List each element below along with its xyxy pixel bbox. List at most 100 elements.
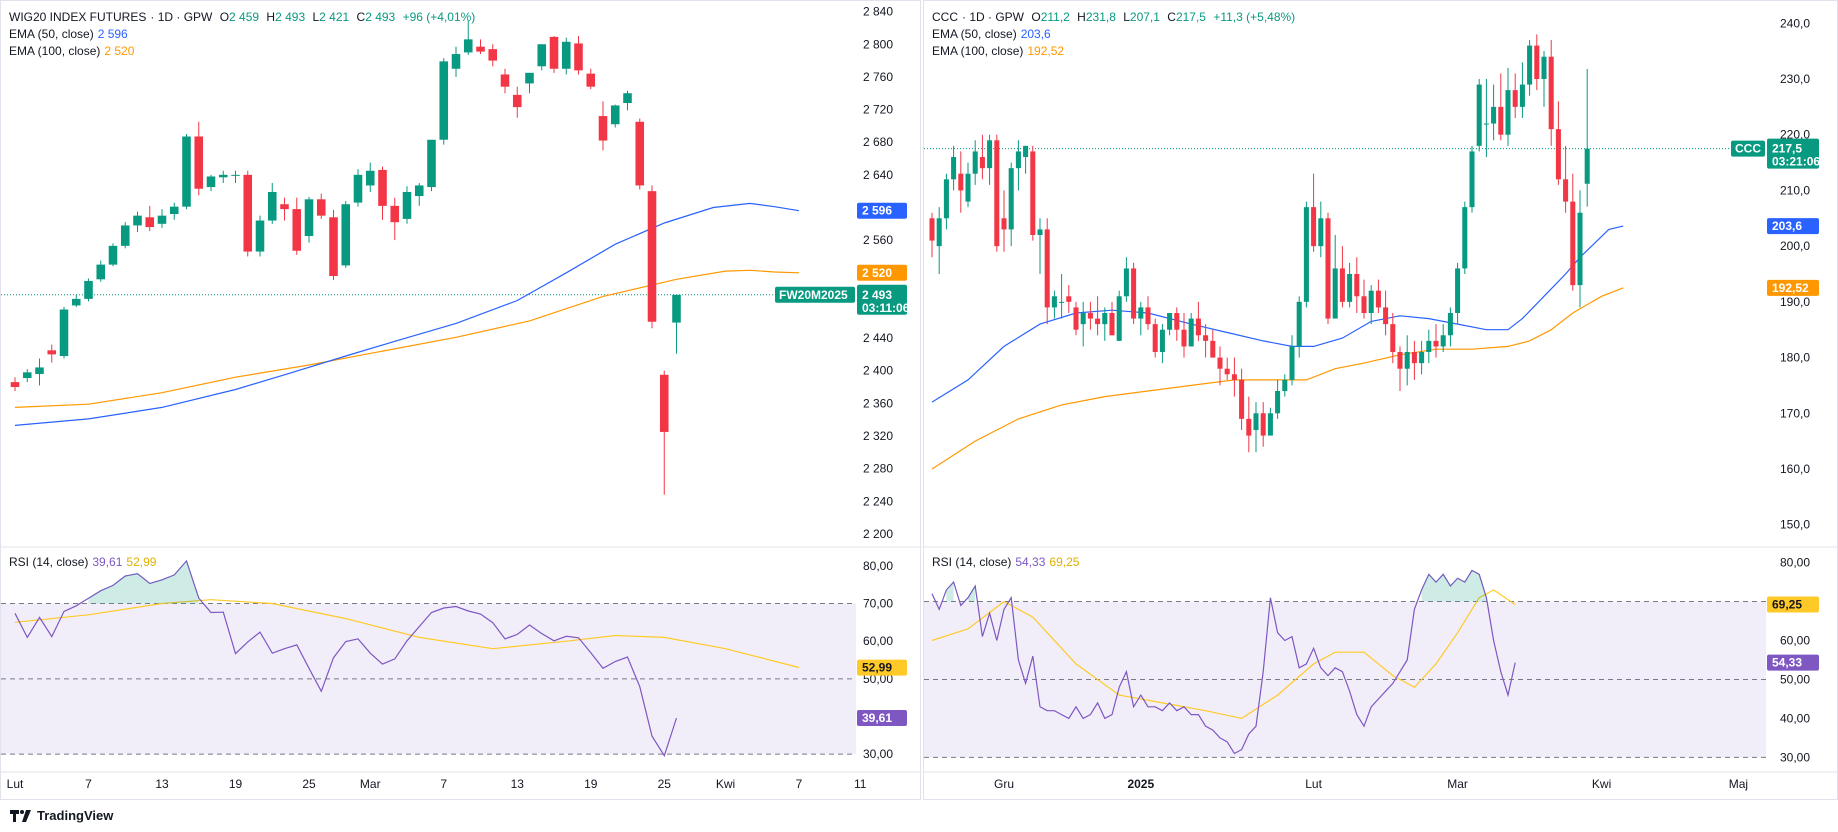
ccc-candle-body	[1289, 346, 1295, 380]
ccc-candle-body	[1447, 313, 1453, 336]
wig20-candle-body	[561, 41, 571, 69]
ccc-candle-body	[1195, 318, 1201, 336]
ccc-candle-body	[1296, 301, 1302, 347]
ccc-candle-body	[1167, 313, 1173, 330]
wig20-candle-body	[512, 94, 522, 108]
ccc-rsi-tick: 50,00	[1780, 672, 1810, 686]
wig20-candle-body	[353, 174, 363, 203]
ccc-candle-body	[1555, 129, 1561, 180]
wig20-time-tick: 19	[229, 777, 243, 791]
wig20-rsi-legend[interactable]: RSI (14, close) 39,61 52,99	[9, 554, 160, 571]
ccc-rsi-legend[interactable]: RSI (14, close) 54,33 69,25	[932, 554, 1083, 571]
ccc-candle-body	[1563, 179, 1569, 202]
ccc-candle-body	[1267, 413, 1273, 436]
ccc-ema50-legend[interactable]: EMA (50, close) 203,6	[932, 26, 1055, 43]
ccc-candle-body	[1455, 268, 1461, 313]
ccc-ema100-label: EMA (100, close)	[932, 44, 1024, 58]
wig20-candle-body	[71, 298, 81, 306]
ccc-open-value: 211,2	[1040, 10, 1070, 24]
ccc-time-tick: Gru	[994, 777, 1014, 791]
ccc-candle-body	[1080, 313, 1086, 325]
wig20-price-tick: 2 840	[863, 5, 893, 19]
ccc-low-value: 207,1	[1129, 10, 1160, 24]
ccc-candle-body	[1188, 318, 1194, 347]
ccc-rsi-tag: 54,33	[1772, 656, 1802, 670]
ccc-rsi-tick: 80,00	[1780, 556, 1810, 570]
wig20-candle-body	[476, 46, 485, 52]
wig20-price-tick: 2 720	[863, 103, 893, 117]
wig20-ema50-legend[interactable]: EMA (50, close) 2 596	[9, 26, 132, 43]
wig20-close-label: C	[356, 10, 366, 24]
ccc-candle-body	[1332, 268, 1338, 319]
wig20-last-price-tag-bg	[857, 284, 907, 315]
chart-panel-ccc[interactable]: 240,0 230,0 220,0 210,0 200,0 190,0 180,0 170,0…	[923, 0, 1838, 800]
ccc-ema100-legend[interactable]: EMA (100, close) 192,52	[932, 43, 1068, 60]
ccc-candle-body	[1325, 218, 1331, 319]
wig20-candle-body	[672, 294, 681, 323]
wig20-candle-body	[194, 136, 204, 189]
ccc-candle-body	[1159, 329, 1165, 352]
wig20-legend-main: WIG20 INDEX FUTURES · 1D · GPW O2 459 H2 …	[9, 9, 479, 26]
ccc-candle-body	[1145, 307, 1151, 325]
ccc-candle-body	[1361, 296, 1367, 313]
ccc-high-value: 231,8	[1085, 10, 1116, 24]
wig20-ema100-label: EMA (100, close)	[9, 44, 101, 58]
ccc-ema50-tag: 203,6	[1772, 219, 1802, 233]
ccc-symbol-tag: CCC	[1735, 142, 1761, 156]
wig20-high-label: H	[266, 10, 276, 24]
wig20-time-tick: 7	[440, 777, 447, 791]
ccc-time-tick: Mar	[1447, 777, 1468, 791]
ccc-countdown-tag: 03:21:06	[1772, 155, 1820, 169]
wig20-open-label: O	[219, 10, 230, 24]
wig20-ema50-line	[14, 202, 800, 426]
ccc-candle-body	[1138, 307, 1144, 319]
ccc-ema100-tag: 192,52	[1772, 281, 1809, 295]
ccc-candle-body	[1483, 123, 1489, 125]
ccc-candle-body	[1541, 56, 1547, 79]
wig20-candle-body	[598, 116, 608, 141]
wig20-rsi-tick: 60,00	[863, 634, 893, 648]
wig20-ema100-tag: 2 520	[862, 266, 892, 280]
ccc-chart-svg[interactable]: 240,0 230,0 220,0 210,0 200,0 190,0 180,0 170,0…	[924, 1, 1838, 801]
tradingview-footer[interactable]: TradingView	[10, 808, 113, 823]
ccc-candle-body	[1282, 379, 1288, 391]
ccc-candle-body	[987, 140, 993, 169]
wig20-rsi-tick: 30,00	[863, 747, 893, 761]
wig20-candle-body	[84, 280, 93, 299]
wig20-ema50-label: EMA (50, close)	[9, 27, 94, 41]
wig20-ema100-legend[interactable]: EMA (100, close) 2 520	[9, 43, 138, 60]
ccc-candle-body	[1339, 268, 1345, 302]
wig20-candle-body	[47, 350, 57, 355]
wig20-symbol-name[interactable]: WIG20 INDEX FUTURES	[9, 10, 147, 24]
ccc-rsi-overbought-fill	[932, 570, 1487, 602]
ccc-candle-body	[1102, 313, 1108, 325]
wig20-time-tick: 19	[584, 777, 598, 791]
ccc-candle-body	[994, 140, 1000, 247]
wig20-time-tick: Kwi	[716, 777, 735, 791]
ccc-price-tick: 150,0	[1780, 518, 1810, 532]
wig20-candle-body	[488, 49, 498, 61]
ccc-change-value: +11,3 (+5,48%)	[1213, 10, 1296, 24]
ccc-symbol-name[interactable]: CCC	[932, 10, 958, 24]
wig20-candle-body	[292, 209, 302, 251]
ccc-rsi-value: 54,33	[1015, 555, 1046, 569]
ccc-open-label: O	[1031, 10, 1041, 24]
ccc-candle-body	[972, 151, 978, 174]
ccc-time-tick: Lut	[1305, 777, 1322, 791]
ccc-candle-body	[1246, 418, 1252, 436]
ccc-legend-main: CCC · 1D · GPW O211,2 H231,8 L207,1 C217,…	[932, 9, 1299, 26]
ccc-time-tick: 2025	[1127, 777, 1154, 791]
wig20-time-tick: 25	[302, 777, 316, 791]
wig20-candle-body	[451, 54, 461, 69]
ccc-candle-body	[958, 173, 964, 191]
wig20-price-tick: 2 400	[863, 364, 893, 378]
ccc-candle-body	[965, 173, 971, 202]
wig20-candle-body	[574, 43, 583, 71]
ccc-candle-body	[1051, 296, 1057, 308]
wig20-ema50-tag: 2 596	[862, 204, 892, 218]
ccc-candle-body	[1152, 324, 1158, 352]
wig20-price-tick: 2 320	[863, 429, 893, 443]
tradingview-logo-icon	[10, 809, 31, 822]
